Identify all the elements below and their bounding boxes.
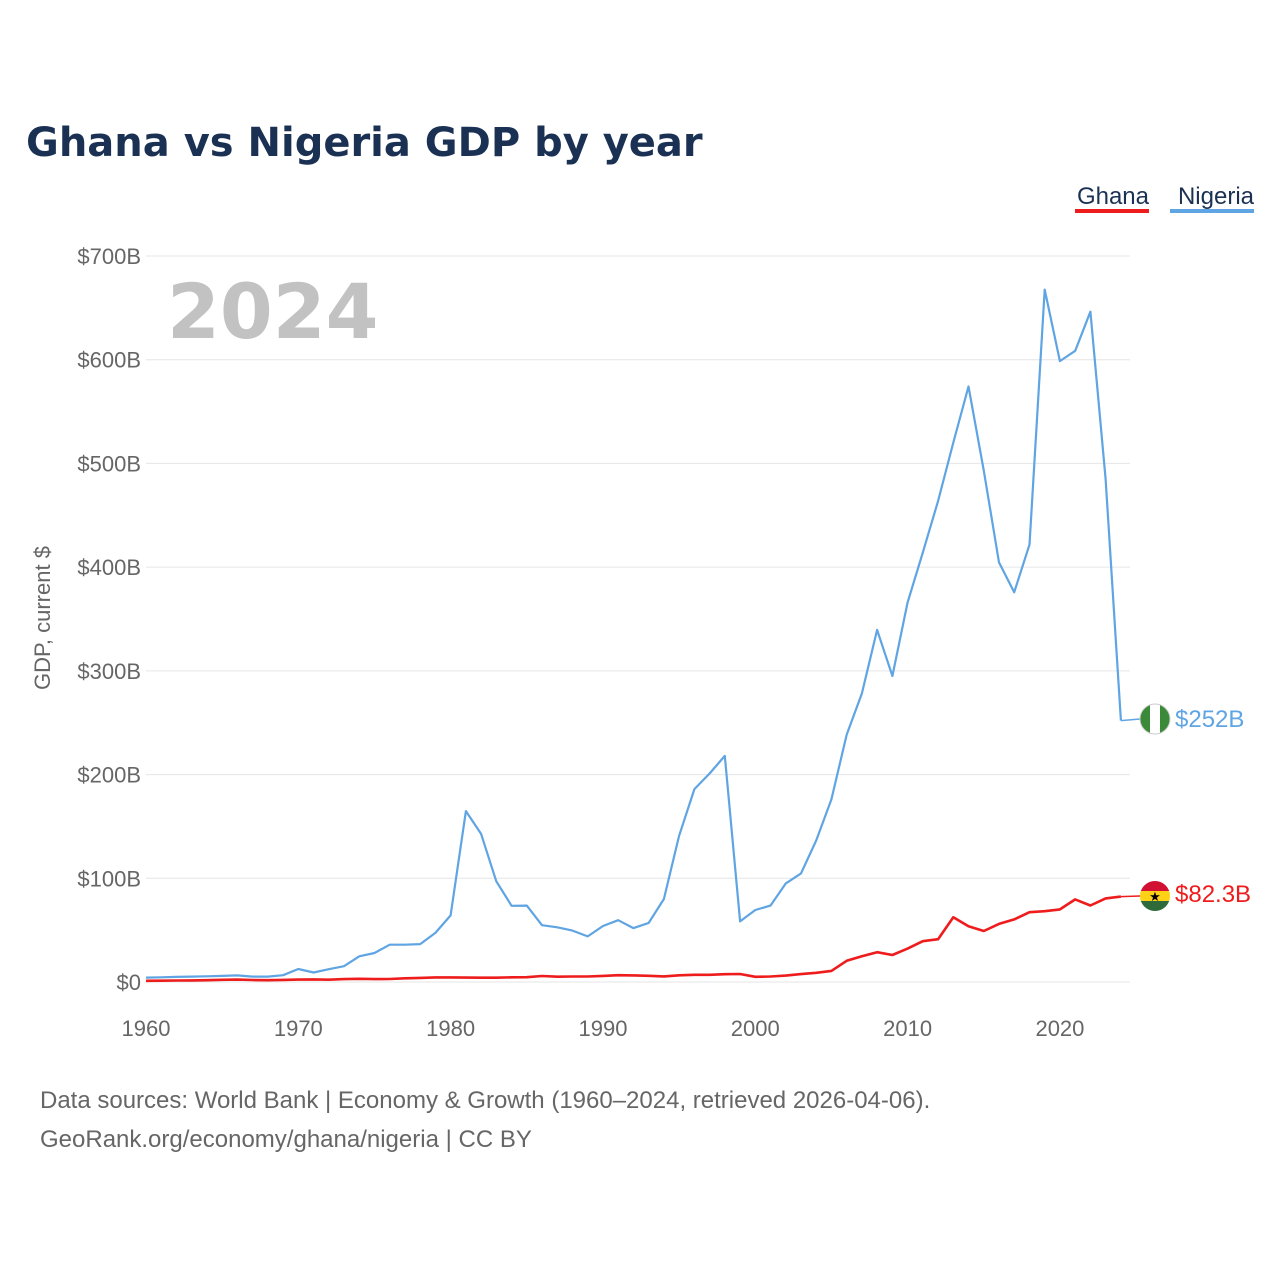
end-marker-ghana: ★ $82.3B [1120,881,1251,911]
y-tick-label: $600B [77,348,141,373]
nigeria-end-value: $252B [1175,706,1244,733]
x-tick-label: 1990 [578,1016,627,1041]
year-watermark: 2024 [167,267,379,356]
legend-label-nigeria: Nigeria [1178,183,1255,210]
ghana-flag-icon: ★ [1140,881,1170,911]
ghana-flag-star: ★ [1149,889,1161,904]
chart-title: Ghana vs Nigeria GDP by year [26,120,703,166]
legend-swatch-nigeria [1170,209,1254,213]
y-axis-ticks: $0 $100B $200B $300B $400B $500B $600B $700B [77,244,141,995]
series-line-ghana [145,895,1122,983]
gridlines [146,255,1130,983]
ghana-end-value: $82.3B [1175,881,1251,908]
y-tick-label: $0 [117,970,141,995]
series-line-nigeria [145,288,1122,979]
legend-item-nigeria[interactable]: Nigeria [1170,183,1255,213]
y-tick-label: $200B [77,763,141,788]
source-line-1: Data sources: World Bank | Economy & Gro… [40,1087,930,1114]
legend: Ghana Nigeria [1075,183,1255,213]
y-tick-label: $700B [77,244,141,269]
source-line-2[interactable]: GeoRank.org/economy/ghana/nigeria | CC B… [40,1126,532,1153]
series-lines [145,288,1122,983]
legend-item-ghana[interactable]: Ghana [1075,183,1150,213]
y-axis-label: GDP, current $ [30,546,55,690]
x-tick-label: 2010 [883,1016,932,1041]
x-tick-label: 1980 [426,1016,475,1041]
legend-label-ghana: Ghana [1077,183,1150,210]
y-tick-label: $100B [77,866,141,891]
ghana-connector-line [1120,895,1141,898]
y-tick-label: $500B [77,451,141,476]
nigeria-flag-icon [1139,703,1171,735]
end-marker-nigeria: $252B [1120,703,1244,735]
x-tick-label: 2020 [1035,1016,1084,1041]
legend-swatch-ghana [1075,209,1149,213]
x-axis-ticks: 1960 1970 1980 1990 2000 2010 2020 [122,1016,1085,1041]
x-tick-label: 1970 [274,1016,323,1041]
y-tick-label: $400B [77,555,141,580]
x-tick-label: 2000 [731,1016,780,1041]
nigeria-connector-line [1120,718,1141,722]
y-tick-label: $300B [77,659,141,684]
x-tick-label: 1960 [122,1016,171,1041]
